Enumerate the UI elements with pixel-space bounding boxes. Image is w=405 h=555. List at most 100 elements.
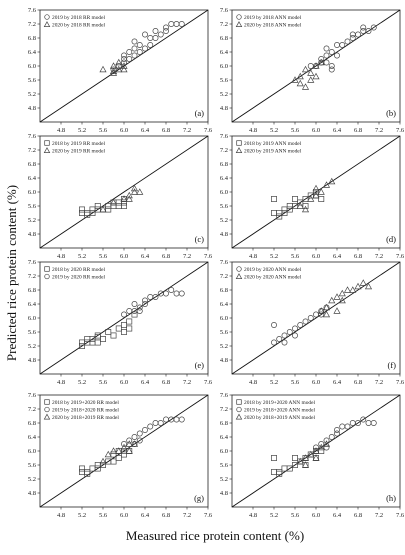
y-tick-label: 6.8 (220, 161, 228, 168)
data-point (94, 339, 101, 346)
data-point (163, 28, 169, 34)
data-point (84, 211, 91, 218)
data-point (121, 203, 127, 209)
data-point (142, 427, 148, 433)
panel-g: 4.8 5.2 5.6 6.0 6.4 6.8 7.2 7.6 4.8 5.2 5.6 6.0 6.4 6… (28, 392, 213, 519)
data-point (328, 49, 335, 55)
y-tick-label: 6.4 (220, 175, 229, 182)
x-tick-label: 7.2 (183, 253, 191, 260)
x-tick-label: 6.0 (312, 127, 320, 134)
data-point (297, 322, 304, 328)
x-tick-label: 5.2 (78, 253, 86, 260)
data-point (307, 195, 315, 202)
x-tick-label: 6.4 (333, 379, 342, 386)
x-tick-label: 4.8 (57, 379, 65, 386)
data-point (100, 336, 106, 342)
x-tick-label: 6.8 (354, 379, 362, 386)
data-point (115, 455, 122, 461)
data-point (354, 282, 362, 290)
data-point (349, 31, 356, 38)
y-tick-label: 7.6 (220, 133, 229, 140)
legend-marker (235, 413, 243, 420)
y-tick-label: 6.4 (220, 301, 229, 308)
data-point (109, 69, 118, 76)
data-point (370, 420, 377, 426)
data-point (323, 52, 330, 59)
y-tick-label: 4.8 (28, 105, 36, 112)
data-point (292, 325, 298, 332)
legend-marker (236, 140, 242, 146)
data-point (173, 21, 180, 27)
y-tick-label: 5.2 (220, 91, 228, 98)
data-point (334, 427, 340, 433)
y-tick-label: 7.2 (28, 406, 36, 413)
data-point (121, 52, 127, 59)
y-tick-label: 6.0 (220, 63, 228, 70)
x-tick-label: 7.2 (375, 512, 383, 519)
data-point (292, 462, 298, 468)
y-tick-label: 4.8 (28, 490, 36, 497)
x-axis-title: Measured rice protein content (%) (125, 528, 305, 543)
y-tick-label: 6.8 (220, 420, 228, 427)
x-tick-label: 7.6 (204, 253, 213, 260)
x-tick-label: 7.6 (396, 253, 405, 260)
data-point (344, 423, 351, 430)
data-point (312, 184, 320, 192)
panel-label: (d) (386, 234, 396, 244)
panel-e: 4.8 5.2 5.6 6.0 6.4 6.8 7.2 7.6 4.8 5.2 5.6 6.0 6.4 6… (28, 259, 213, 386)
data-point (115, 65, 123, 73)
y-tick-label: 7.2 (220, 21, 228, 28)
data-point (152, 294, 159, 300)
legend-label: 2018 by 2019+2020 RR model (52, 400, 119, 406)
data-point (136, 49, 143, 55)
legend-label: 2020 by 2018+2019 RR model (52, 415, 119, 421)
y-tick-label: 7.2 (28, 21, 36, 28)
data-point (99, 205, 107, 213)
data-point (360, 24, 367, 31)
y-tick-label: 5.2 (28, 476, 36, 483)
legend-marker (236, 14, 242, 20)
data-point (147, 42, 154, 48)
y-tick-label: 6.0 (220, 189, 228, 196)
data-point (120, 195, 128, 202)
data-point (322, 181, 331, 188)
data-point (125, 195, 133, 202)
data-point (168, 21, 175, 27)
data-point (136, 304, 143, 311)
x-tick-label: 7.2 (183, 512, 191, 519)
x-tick-label: 5.2 (78, 127, 86, 134)
data-point (312, 62, 320, 69)
data-point (120, 443, 128, 451)
data-point (130, 184, 139, 192)
y-tick-label: 6.8 (28, 35, 36, 42)
data-point (313, 311, 319, 318)
data-point (131, 52, 138, 59)
x-tick-label: 7.6 (204, 127, 213, 134)
y-tick-label: 7.6 (28, 7, 37, 14)
data-point (307, 63, 314, 69)
data-point (126, 318, 133, 325)
data-point (301, 454, 310, 461)
legend-label: 2019 by 2018+2020 ANN model (244, 408, 316, 414)
data-point (271, 339, 277, 346)
legend-label: 2018 by 2020 RR model (52, 267, 106, 273)
data-point (79, 206, 85, 213)
legend-label: 2020 by 2019 RR model (52, 149, 106, 155)
x-tick-label: 6.8 (354, 253, 362, 260)
data-point (84, 470, 91, 477)
x-tick-label: 4.8 (249, 127, 257, 134)
data-point (271, 469, 277, 475)
data-point (312, 447, 320, 454)
data-point (271, 210, 277, 216)
y-tick-label: 5.2 (28, 343, 36, 350)
data-point (359, 279, 367, 286)
x-tick-label: 6.0 (312, 253, 320, 260)
one-to-one-line (231, 9, 401, 123)
x-tick-label: 5.6 (99, 512, 108, 519)
data-point (317, 58, 325, 66)
data-point (349, 35, 356, 41)
data-point (109, 447, 118, 454)
legend-label: 2018 by 2019+2020 ANN model (244, 400, 316, 406)
data-point (323, 437, 330, 444)
panel-a: 4.8 5.2 5.6 6.0 6.4 6.8 7.2 7.6 4.8 5.2 5.6 6.0 6.4 6… (28, 7, 213, 134)
